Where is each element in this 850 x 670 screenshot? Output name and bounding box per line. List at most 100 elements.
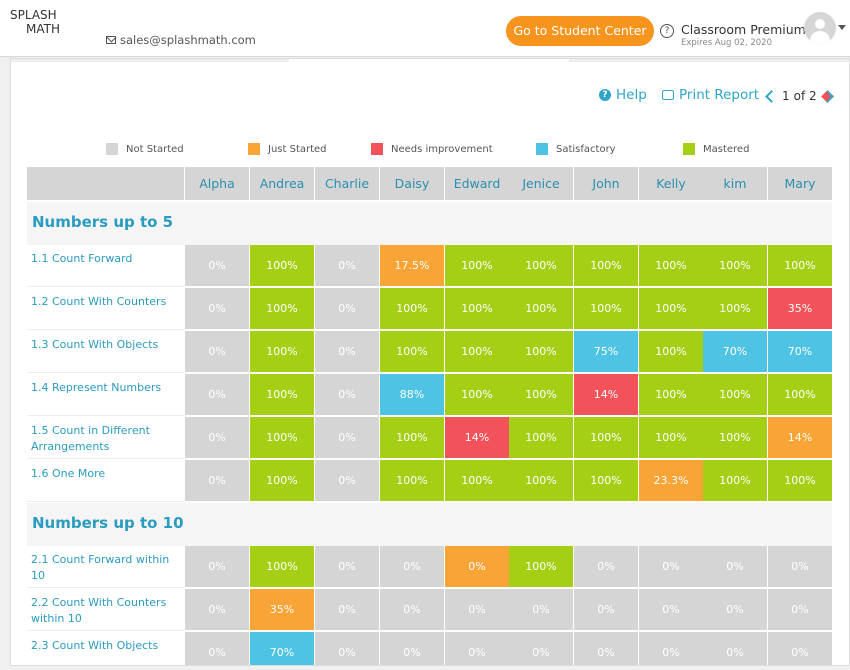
score-cell[interactable]: 100% bbox=[445, 245, 509, 286]
student-header[interactable]: Jenice bbox=[509, 167, 573, 200]
skill-label[interactable]: 2.2 Count With Counters within 10 bbox=[27, 589, 184, 631]
skill-label[interactable]: 1.1 Count Forward bbox=[27, 245, 184, 287]
score-cell[interactable]: 0% bbox=[639, 632, 703, 665]
skill-label[interactable]: 2.3 Count With Objects bbox=[27, 632, 184, 665]
help-circle-icon[interactable]: ? bbox=[660, 24, 674, 38]
score-cell[interactable]: 35% bbox=[768, 288, 832, 329]
score-cell[interactable]: 100% bbox=[445, 460, 509, 501]
score-cell[interactable]: 100% bbox=[509, 374, 573, 415]
score-cell[interactable]: 88% bbox=[380, 374, 444, 415]
score-cell[interactable]: 0% bbox=[639, 589, 703, 630]
score-cell[interactable]: 0% bbox=[703, 632, 767, 665]
score-cell[interactable]: 100% bbox=[703, 245, 767, 286]
score-cell[interactable]: 100% bbox=[250, 417, 314, 458]
score-cell[interactable]: 14% bbox=[768, 417, 832, 458]
score-cell[interactable]: 17.5% bbox=[380, 245, 444, 286]
prev-page-chevron-icon[interactable] bbox=[765, 89, 778, 103]
score-cell[interactable]: 0% bbox=[185, 245, 249, 286]
score-cell[interactable]: 100% bbox=[768, 374, 832, 415]
score-cell[interactable]: 100% bbox=[250, 288, 314, 329]
score-cell[interactable]: 100% bbox=[509, 546, 573, 587]
student-header[interactable]: Kelly bbox=[639, 167, 703, 200]
score-cell[interactable]: 0% bbox=[574, 546, 638, 587]
score-cell[interactable]: 0% bbox=[185, 546, 249, 587]
score-cell[interactable]: 0% bbox=[315, 331, 379, 372]
score-cell[interactable]: 100% bbox=[639, 374, 703, 415]
score-cell[interactable]: 0% bbox=[703, 589, 767, 630]
score-cell[interactable]: 0% bbox=[380, 632, 444, 665]
score-cell[interactable]: 100% bbox=[768, 460, 832, 501]
score-cell[interactable]: 0% bbox=[315, 288, 379, 329]
score-cell[interactable]: 0% bbox=[185, 417, 249, 458]
score-cell[interactable]: 75% bbox=[574, 331, 638, 372]
student-header[interactable]: Andrea bbox=[250, 167, 314, 200]
score-cell[interactable]: 100% bbox=[703, 374, 767, 415]
skill-label[interactable]: 1.4 Represent Numbers bbox=[27, 374, 184, 416]
score-cell[interactable]: 100% bbox=[703, 288, 767, 329]
skill-label[interactable]: 2.1 Count Forward within 10 bbox=[27, 546, 184, 588]
score-cell[interactable]: 100% bbox=[445, 288, 509, 329]
score-cell[interactable]: 0% bbox=[185, 374, 249, 415]
score-cell[interactable]: 0% bbox=[768, 632, 832, 665]
score-cell[interactable]: 0% bbox=[315, 245, 379, 286]
score-cell[interactable]: 14% bbox=[445, 417, 509, 458]
score-cell[interactable]: 0% bbox=[315, 374, 379, 415]
student-header[interactable]: Edward bbox=[445, 167, 509, 200]
score-cell[interactable]: 100% bbox=[574, 417, 638, 458]
student-header[interactable]: Charlie bbox=[315, 167, 379, 200]
score-cell[interactable]: 0% bbox=[315, 417, 379, 458]
score-cell[interactable]: 100% bbox=[509, 331, 573, 372]
print-report-link[interactable]: Print Report bbox=[662, 87, 759, 103]
score-cell[interactable]: 100% bbox=[380, 460, 444, 501]
score-cell[interactable]: 0% bbox=[639, 546, 703, 587]
score-cell[interactable]: 100% bbox=[509, 245, 573, 286]
score-cell[interactable]: 0% bbox=[185, 331, 249, 372]
score-cell[interactable]: 0% bbox=[768, 546, 832, 587]
student-header[interactable]: Mary bbox=[768, 167, 832, 200]
score-cell[interactable]: 100% bbox=[639, 417, 703, 458]
score-cell[interactable]: 100% bbox=[703, 460, 767, 501]
score-cell[interactable]: 100% bbox=[703, 417, 767, 458]
student-center-button[interactable]: Go to Student Center bbox=[506, 16, 654, 46]
score-cell[interactable]: 0% bbox=[445, 589, 509, 630]
student-header[interactable]: Alpha bbox=[185, 167, 249, 200]
score-cell[interactable]: 100% bbox=[509, 288, 573, 329]
score-cell[interactable]: 100% bbox=[380, 331, 444, 372]
score-cell[interactable]: 100% bbox=[509, 460, 573, 501]
score-cell[interactable]: 100% bbox=[250, 245, 314, 286]
score-cell[interactable]: 100% bbox=[380, 417, 444, 458]
score-cell[interactable]: 100% bbox=[250, 331, 314, 372]
account-menu-caret-icon[interactable] bbox=[838, 25, 846, 30]
skill-label[interactable]: 1.5 Count in Different Arrangements bbox=[27, 417, 184, 459]
score-cell[interactable]: 14% bbox=[574, 374, 638, 415]
score-cell[interactable]: 0% bbox=[703, 546, 767, 587]
score-cell[interactable]: 0% bbox=[380, 589, 444, 630]
score-cell[interactable]: 23.3% bbox=[639, 460, 703, 501]
score-cell[interactable]: 0% bbox=[445, 546, 509, 587]
student-header[interactable]: John bbox=[574, 167, 638, 200]
score-cell[interactable]: 100% bbox=[639, 288, 703, 329]
score-cell[interactable]: 0% bbox=[185, 288, 249, 329]
score-cell[interactable]: 0% bbox=[574, 632, 638, 665]
score-cell[interactable]: 100% bbox=[639, 245, 703, 286]
score-cell[interactable]: 100% bbox=[380, 288, 444, 329]
score-cell[interactable]: 0% bbox=[445, 632, 509, 665]
score-cell[interactable]: 0% bbox=[509, 589, 573, 630]
skill-label[interactable]: 1.2 Count With Counters bbox=[27, 288, 184, 330]
score-cell[interactable]: 100% bbox=[639, 331, 703, 372]
score-cell[interactable]: 35% bbox=[250, 589, 314, 630]
help-link[interactable]: ? Help bbox=[599, 87, 647, 103]
score-cell[interactable]: 0% bbox=[315, 460, 379, 501]
score-cell[interactable]: 100% bbox=[445, 374, 509, 415]
score-cell[interactable]: 100% bbox=[250, 460, 314, 501]
score-cell[interactable]: 0% bbox=[574, 589, 638, 630]
score-cell[interactable]: 100% bbox=[250, 546, 314, 587]
score-cell[interactable]: 100% bbox=[768, 245, 832, 286]
score-cell[interactable]: 0% bbox=[380, 546, 444, 587]
score-cell[interactable]: 100% bbox=[445, 331, 509, 372]
score-cell[interactable]: 100% bbox=[574, 288, 638, 329]
user-avatar[interactable] bbox=[804, 12, 836, 44]
score-cell[interactable]: 70% bbox=[768, 331, 832, 372]
skill-label[interactable]: 1.6 One More bbox=[27, 460, 184, 502]
score-cell[interactable]: 70% bbox=[703, 331, 767, 372]
